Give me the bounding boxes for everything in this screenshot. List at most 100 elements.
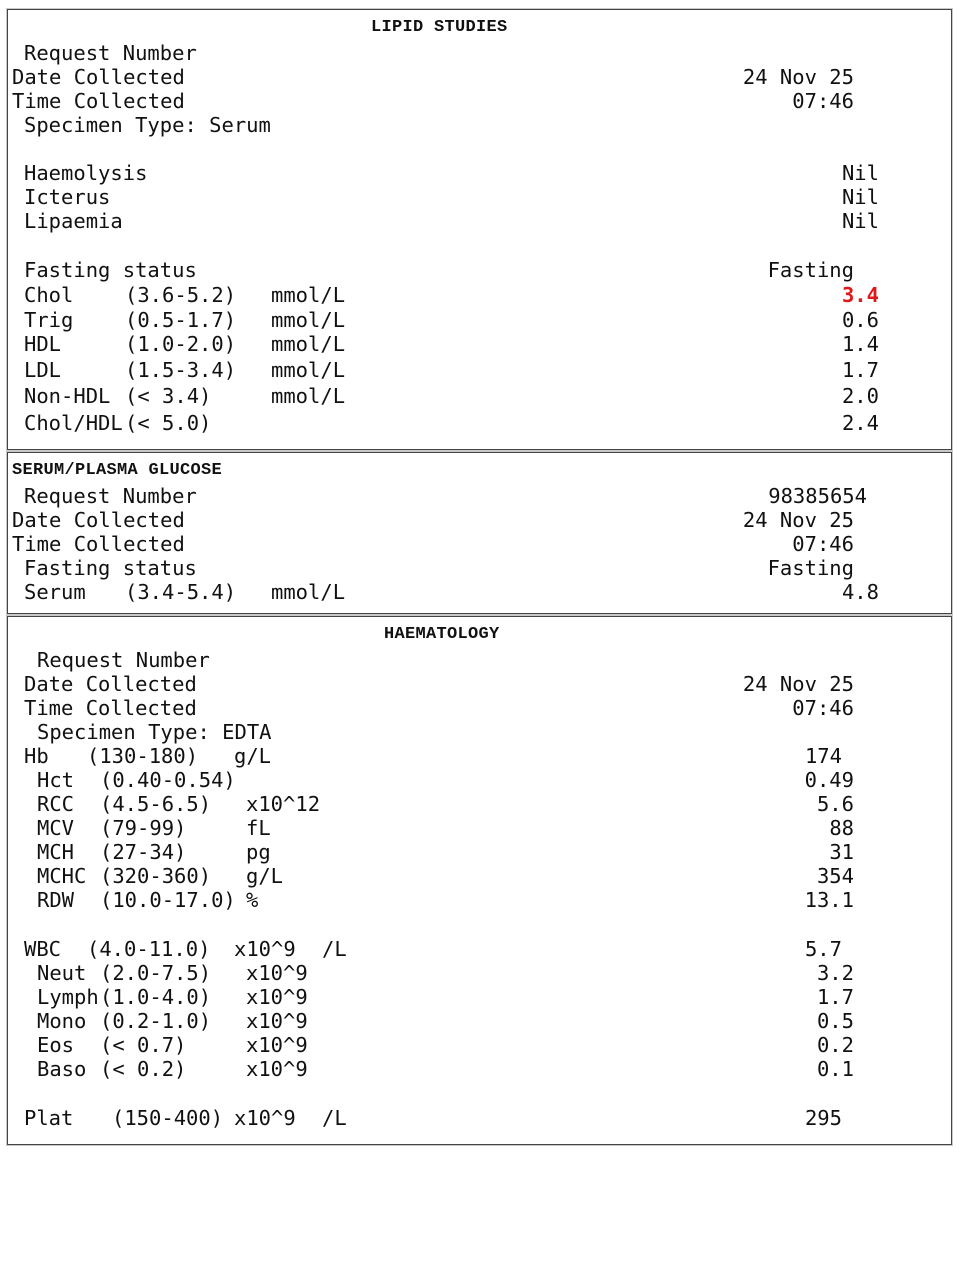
result-row: Non-HDL (< 3.4) mmol/L 2.0 [8, 384, 951, 408]
reference-range: (2.0-7.5) [100, 961, 212, 985]
result-row: Chol/HDL (< 5.0) 2.4 [8, 411, 951, 435]
result-row: HDL (1.0-2.0) mmol/L 1.4 [8, 332, 951, 356]
reference-range: (4.0-11.0) [87, 937, 211, 961]
reference-range: (0.40-0.54) [100, 768, 236, 792]
unit: x10^9 [246, 1033, 308, 1057]
result-value: 88 [829, 816, 854, 840]
reference-range: (0.2-1.0) [100, 1009, 212, 1033]
fasting-status-row: Fasting status Fasting [8, 556, 951, 580]
unit: % [246, 888, 259, 912]
time-collected-label: Time Collected [12, 532, 185, 556]
result-value: 354 [816, 864, 854, 888]
lipid-studies-panel: LIPID STUDIES Request Number Date Collec… [7, 9, 952, 450]
result-value: 1.7 [841, 358, 879, 382]
panel-title: SERUM/PLASMA GLUCOSE [12, 461, 223, 480]
unit: mmol/L [271, 308, 346, 332]
test-name: MCH [37, 840, 75, 864]
fasting-status-label: Fasting status [24, 556, 197, 580]
date-collected-value: 24 Nov 25 [742, 65, 854, 89]
reference-range: (130-180) [87, 744, 199, 768]
result-row: Chol (3.6-5.2) mmol/L 3.4 [8, 283, 951, 307]
specimen-type-row: Specimen Type: EDTA [8, 720, 951, 744]
result-value: 2.4 [841, 411, 879, 435]
date-collected-value: 24 Nov 25 [742, 508, 854, 532]
unit: x10^9 [234, 1106, 296, 1130]
result-value: 295 [804, 1106, 842, 1130]
date-collected-row: Date Collected 24 Nov 25 [8, 508, 951, 532]
unit: x10^9 [246, 961, 308, 985]
test-name: MCV [37, 816, 75, 840]
specimen-type-label: Specimen Type: EDTA [37, 720, 272, 744]
result-row: Eos (< 0.7) x10^9 0.2 [8, 1033, 951, 1057]
panel-title: LIPID STUDIES [371, 18, 508, 37]
result-value: 13.1 [804, 888, 854, 912]
time-collected-value: 07:46 [792, 696, 854, 720]
reference-range: (3.4-5.4) [125, 580, 237, 604]
result-row: Mono (0.2-1.0) x10^9 0.5 [8, 1009, 951, 1033]
reference-range: (< 0.2) [100, 1057, 187, 1081]
result-value: 0.1 [816, 1057, 854, 1081]
reference-range: (< 5.0) [125, 411, 212, 435]
result-row: Hb (130-180) g/L 174 [8, 744, 951, 768]
result-row: MCV (79-99) fL 88 [8, 816, 951, 840]
unit: x10^9 [246, 1009, 308, 1033]
result-row: Serum (3.4-5.4) mmol/L 4.8 [8, 580, 951, 604]
reference-range: (150-400) [112, 1106, 224, 1130]
reference-range: (79-99) [100, 816, 187, 840]
request-number-row: Request Number [8, 41, 951, 65]
unit-per-litre: /L [322, 1106, 347, 1130]
test-name: Mono [37, 1009, 87, 1033]
reference-range: (< 0.7) [100, 1033, 187, 1057]
date-collected-label: Date Collected [24, 672, 197, 696]
lipaemia-label: Lipaemia [24, 209, 123, 233]
result-row: RCC (4.5-6.5) x10^12 5.6 [8, 792, 951, 816]
result-row: Baso (< 0.2) x10^9 0.1 [8, 1057, 951, 1081]
haemolysis-label: Haemolysis [24, 161, 148, 185]
reference-range: (3.6-5.2) [125, 283, 237, 307]
result-value: 0.49 [804, 768, 854, 792]
test-name: MCHC [37, 864, 87, 888]
result-row: MCHC (320-360) g/L 354 [8, 864, 951, 888]
test-name: Lymph [37, 985, 99, 1009]
request-number-row: Request Number 98385654 [8, 484, 951, 508]
reference-range: (4.5-6.5) [100, 792, 212, 816]
interference-row: Lipaemia Nil [8, 209, 951, 233]
test-name: Hb [24, 744, 49, 768]
request-number-label: Request Number [24, 484, 197, 508]
result-row: Lymph (1.0-4.0) x10^9 1.7 [8, 985, 951, 1009]
reference-range: (1.0-4.0) [100, 985, 212, 1009]
date-collected-label: Date Collected [12, 508, 185, 532]
test-name: HDL [24, 332, 62, 356]
result-value: 1.4 [841, 332, 879, 356]
unit-per-litre: /L [322, 937, 347, 961]
result-row: Trig (0.5-1.7) mmol/L 0.6 [8, 308, 951, 332]
result-row: LDL (1.5-3.4) mmol/L 1.7 [8, 358, 951, 382]
result-row: Hct (0.40-0.54) 0.49 [8, 768, 951, 792]
reference-range: (< 3.4) [125, 384, 212, 408]
unit: mmol/L [271, 283, 346, 307]
date-collected-row: Date Collected 24 Nov 25 [8, 672, 951, 696]
result-value: 1.7 [816, 985, 854, 1009]
fasting-status-label: Fasting status [24, 258, 197, 282]
result-value: 3.2 [816, 961, 854, 985]
result-value: 174 [804, 744, 842, 768]
interference-row: Haemolysis Nil [8, 161, 951, 185]
date-collected-row: Date Collected 24 Nov 25 [8, 65, 951, 89]
date-collected-label: Date Collected [12, 65, 185, 89]
icterus-value: Nil [841, 185, 879, 209]
result-value: 0.6 [841, 308, 879, 332]
reference-range: (27-34) [100, 840, 187, 864]
unit: mmol/L [271, 580, 346, 604]
result-row: Plat (150-400) x10^9 /L 295 [8, 1106, 951, 1130]
glucose-panel: SERUM/PLASMA GLUCOSE Request Number 9838… [7, 452, 952, 614]
test-name: Eos [37, 1033, 75, 1057]
unit: mmol/L [271, 358, 346, 382]
time-collected-label: Time Collected [24, 696, 197, 720]
test-name: LDL [24, 358, 62, 382]
result-value: 5.7 [804, 937, 842, 961]
test-name: Baso [37, 1057, 87, 1081]
test-name: Neut [37, 961, 87, 985]
test-name: Serum [24, 580, 86, 604]
haematology-panel: HAEMATOLOGY Request Number Date Collecte… [7, 616, 952, 1145]
unit: x10^9 [234, 937, 296, 961]
